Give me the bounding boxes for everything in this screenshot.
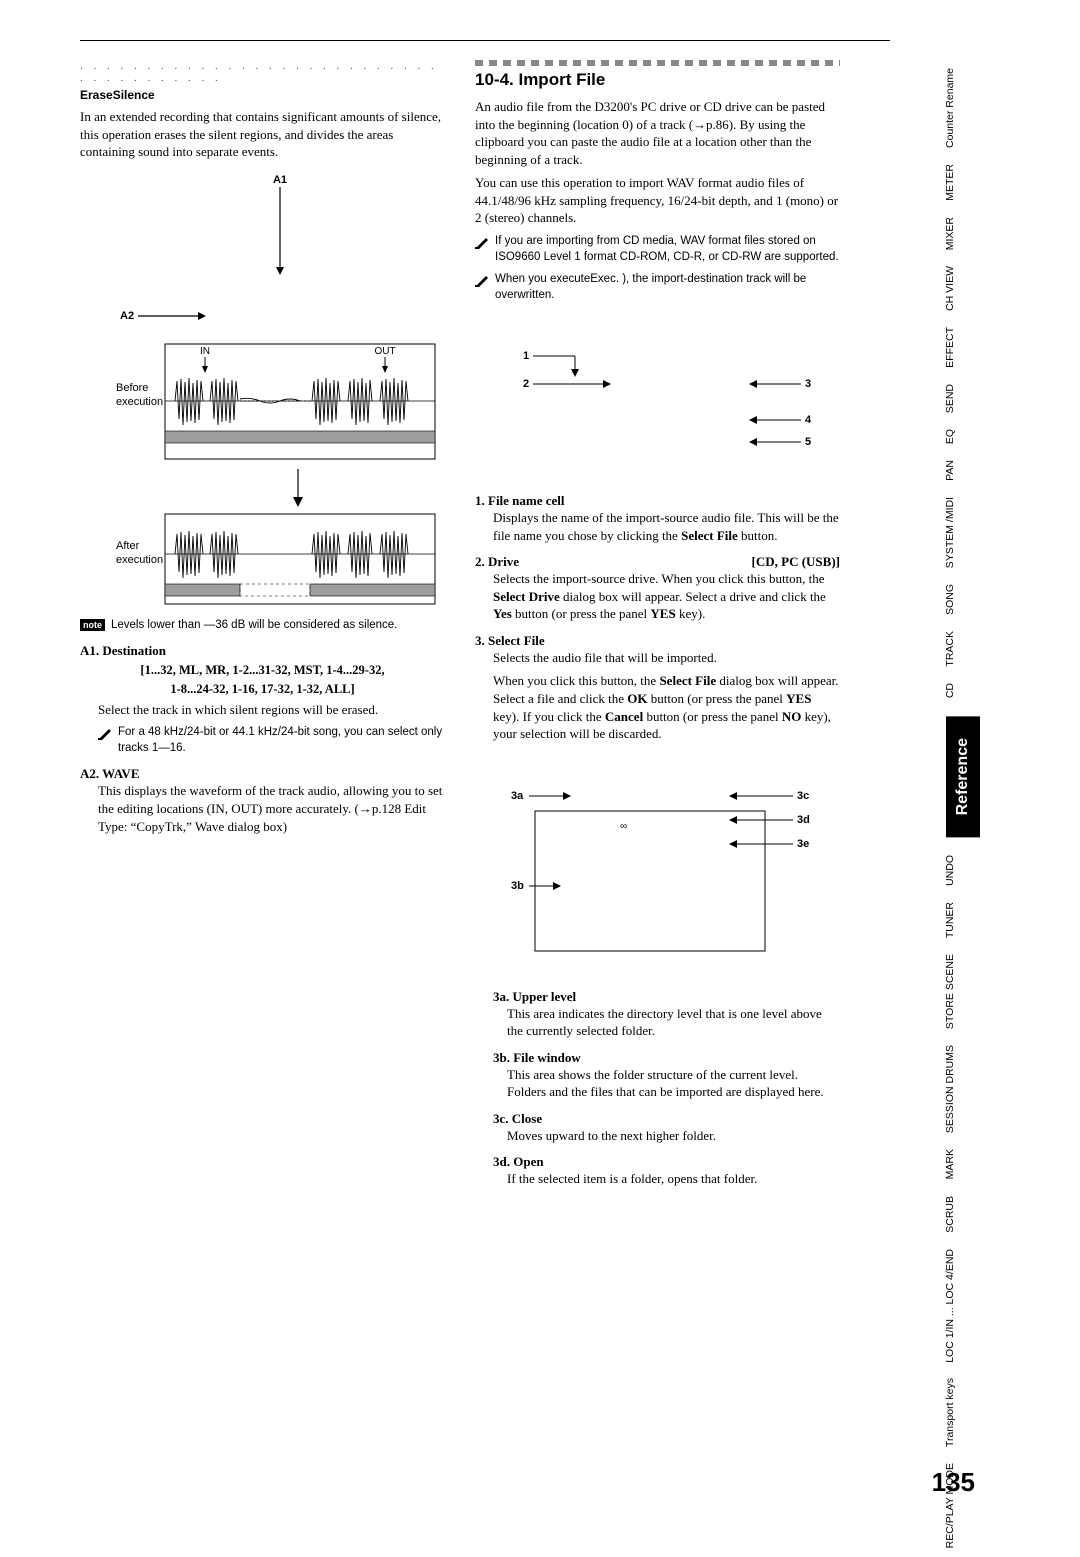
- side-tab[interactable]: LOC 1/IN ... LOC 4/END: [940, 1241, 980, 1371]
- warn-cd-text: If you are importing from CD media, WAV …: [495, 233, 840, 265]
- side-tabs: Counter RenameMETERMIXERCH VIEWEFFECTSEN…: [920, 60, 980, 1557]
- fig2-2: 2: [523, 378, 529, 390]
- a2-heading: A2. WAVE: [80, 766, 445, 782]
- fig-label-a1: A1: [273, 174, 287, 186]
- item2-b: Selects the import-source drive. When yo…: [475, 570, 840, 623]
- fig2-4: 4: [805, 414, 812, 426]
- fig-before-2: execution: [116, 396, 163, 408]
- item3-b2: When you click this button, the Select F…: [475, 672, 840, 742]
- side-tab[interactable]: EQ: [940, 421, 980, 452]
- sub3c-b: Moves upward to the next higher folder.: [475, 1127, 840, 1145]
- fig-after-1: After: [116, 540, 140, 552]
- page-number: 135: [932, 1467, 975, 1498]
- fig2-1: 1: [523, 350, 529, 362]
- fig2-3: 3: [805, 378, 811, 390]
- range-2: 1-8...24-32, 1-16, 17-32, 1-32, ALL]: [80, 682, 445, 697]
- erase-figure: A1 A2 IN OUT Before execution: [80, 169, 445, 609]
- dash-divider: [475, 60, 840, 66]
- sub3b-b: This area shows the folder structure of …: [475, 1066, 840, 1101]
- side-tab[interactable]: CD: [940, 675, 980, 706]
- fig-in-label: IN: [200, 346, 210, 357]
- note-text: Levels lower than —36 dB will be conside…: [111, 617, 397, 633]
- pencil-warn-icon: [98, 726, 112, 740]
- fig-before-1: Before: [116, 382, 148, 394]
- selectfile-figure: 3a ∞ 3b 3c 3d 3e: [475, 771, 840, 971]
- item1-b: Displays the name of the import-source a…: [475, 509, 840, 544]
- item2-h: 2. Drive [CD, PC (USB)]: [475, 554, 840, 570]
- side-tab[interactable]: MARK: [940, 1141, 980, 1187]
- item3-h: 3. Select File: [475, 633, 840, 649]
- warn-tracks: For a 48 kHz/24-bit or 44.1 kHz/24-bit s…: [80, 724, 445, 756]
- main-content: . . . . . . . . . . . . . . . . . . . . …: [80, 60, 840, 1194]
- a2-body: This displays the waveform of the track …: [80, 782, 445, 835]
- side-tab[interactable]: TRACK: [940, 623, 980, 675]
- right-column: 10-4. Import File An audio file from the…: [475, 60, 840, 1194]
- svg-text:∞: ∞: [620, 821, 627, 832]
- warn-cd: If you are importing from CD media, WAV …: [475, 233, 840, 265]
- side-tab[interactable]: PAN: [940, 452, 980, 489]
- fig3-3b: 3b: [511, 880, 524, 892]
- sub3a-b: This area indicates the directory level …: [475, 1005, 840, 1040]
- item2-opt: [CD, PC (USB)]: [752, 554, 840, 570]
- import-title: 10-4. Import File: [475, 70, 840, 90]
- import-p1: An audio file from the D3200's PC drive …: [475, 98, 840, 168]
- side-tab[interactable]: SONG: [940, 576, 980, 623]
- fig3-3d: 3d: [797, 814, 810, 826]
- fig3-3e: 3e: [797, 838, 809, 850]
- erase-title: EraseSilence: [80, 88, 445, 102]
- side-tab[interactable]: Counter Rename: [940, 60, 980, 156]
- fig-label-a2: A2: [120, 310, 134, 322]
- item1-h: 1. File name cell: [475, 493, 840, 509]
- side-tab[interactable]: EFFECT: [940, 319, 980, 376]
- tab-reference[interactable]: Reference: [946, 716, 980, 837]
- sub3d-b: If the selected item is a folder, opens …: [475, 1170, 840, 1188]
- import-p2: You can use this operation to import WAV…: [475, 174, 840, 227]
- a1-heading: A1. Destination: [80, 643, 445, 659]
- side-tab[interactable]: MIXER: [940, 209, 980, 258]
- dotted-divider: . . . . . . . . . . . . . . . . . . . . …: [80, 60, 445, 84]
- warn-text: For a 48 kHz/24-bit or 44.1 kHz/24-bit s…: [118, 724, 445, 756]
- side-tab[interactable]: UNDO: [940, 847, 980, 894]
- pencil-warn-icon: [475, 273, 489, 287]
- side-tab[interactable]: Transport keys: [940, 1370, 980, 1455]
- side-tab[interactable]: SESSION DRUMS: [940, 1037, 980, 1141]
- side-tab[interactable]: SYSTEM /MIDI: [940, 489, 980, 576]
- fig2-5: 5: [805, 436, 811, 448]
- fig-after-2: execution: [116, 554, 163, 566]
- note-badge: note: [80, 619, 105, 631]
- side-tab[interactable]: METER: [940, 156, 980, 209]
- erase-body: In an extended recording that contains s…: [80, 108, 445, 161]
- warn-exec: When you executeExec. ), the import-dest…: [475, 271, 840, 303]
- item3-b1: Selects the audio file that will be impo…: [475, 649, 840, 667]
- fig3-3a: 3a: [511, 790, 524, 802]
- import-figure: 1 2 3 4 5: [475, 331, 840, 471]
- fig-out-label: OUT: [374, 346, 395, 357]
- item2-h-text: 2. Drive: [475, 554, 519, 569]
- note-silence: note Levels lower than —36 dB will be co…: [80, 617, 445, 633]
- side-tab[interactable]: SCRUB: [940, 1188, 980, 1241]
- left-column: . . . . . . . . . . . . . . . . . . . . …: [80, 60, 445, 1194]
- pencil-warn-icon: [475, 235, 489, 249]
- sub3d-h: 3d. Open: [475, 1154, 840, 1170]
- top-rule: [80, 40, 890, 41]
- sub3a-h: 3a. Upper level: [475, 989, 840, 1005]
- side-tab[interactable]: SEND: [940, 376, 980, 421]
- warn-exec-text: When you executeExec. ), the import-dest…: [495, 271, 840, 303]
- sub3b-h: 3b. File window: [475, 1050, 840, 1066]
- sub3c-h: 3c. Close: [475, 1111, 840, 1127]
- side-tab[interactable]: TUNER: [940, 894, 980, 946]
- side-tab[interactable]: STORE SCENE: [940, 946, 980, 1037]
- a1-body: Select the track in which silent regions…: [80, 701, 445, 719]
- fig3-3c: 3c: [797, 790, 809, 802]
- side-tab[interactable]: CH VIEW: [940, 258, 980, 319]
- range-1: [1...32, ML, MR, 1-2...31-32, MST, 1-4..…: [80, 663, 445, 678]
